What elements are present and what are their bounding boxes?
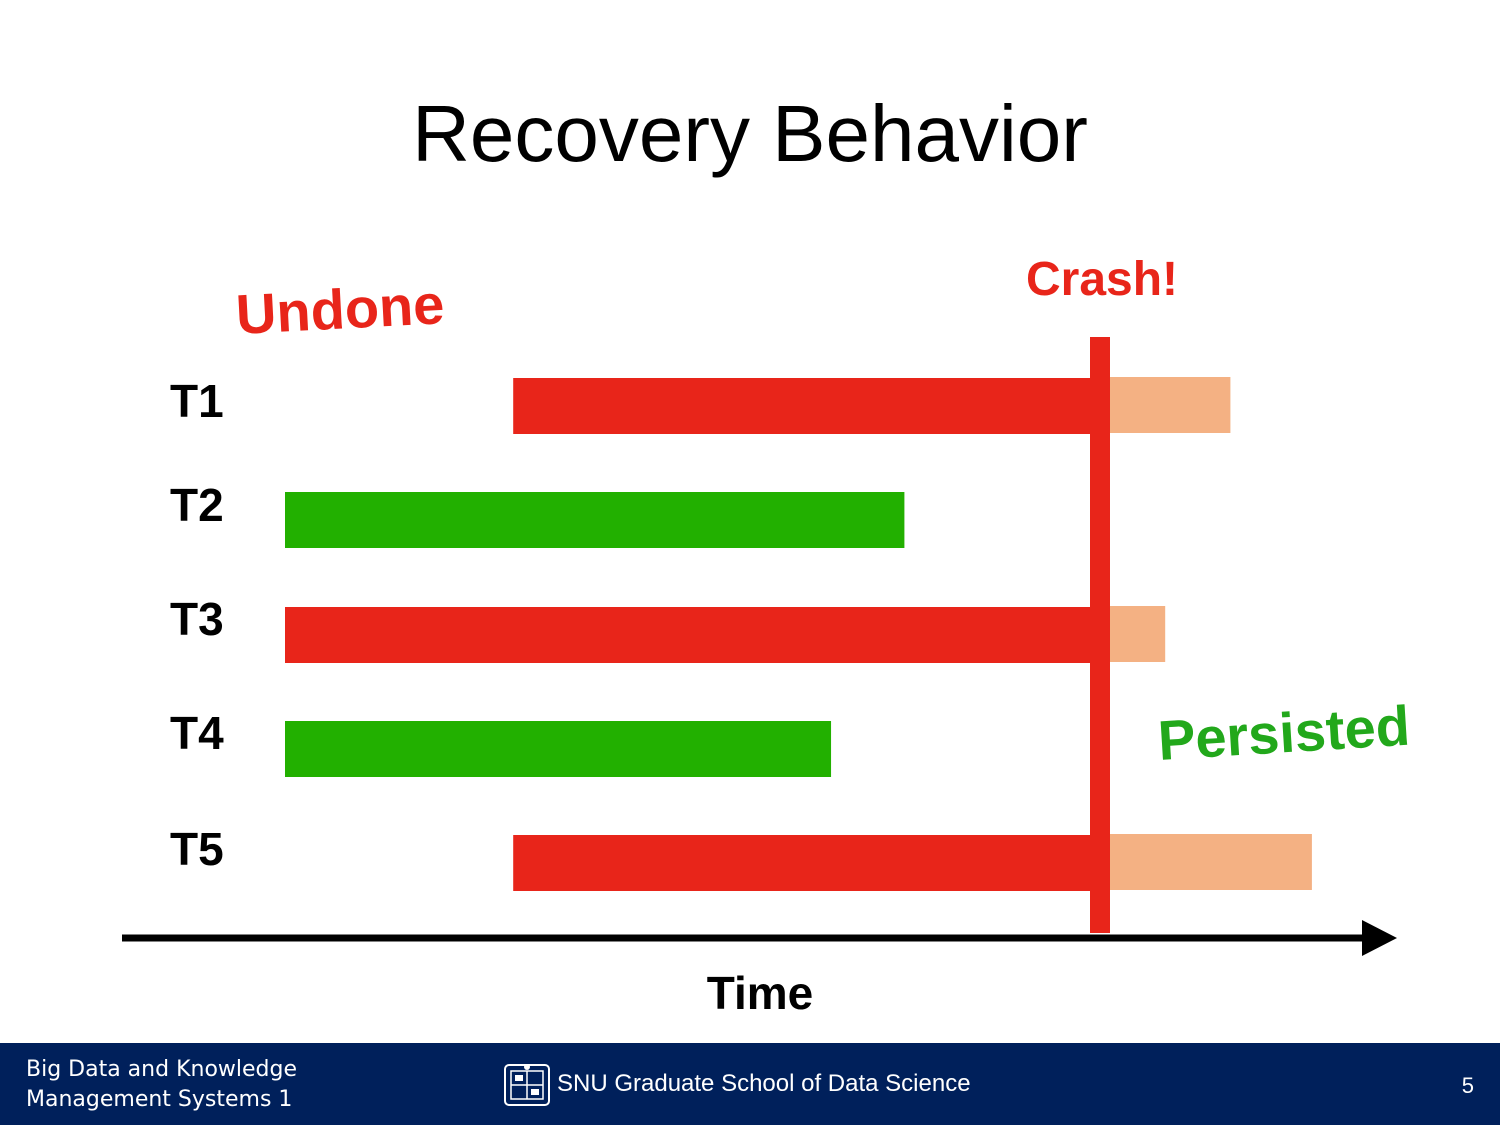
crash-line [1090, 337, 1110, 933]
transaction-tail-t3 [1100, 606, 1166, 662]
time-axis-arrowhead [1362, 920, 1397, 956]
undone-label: Undone [234, 272, 446, 346]
school-name: SNU Graduate School of Data Science [557, 1070, 971, 1097]
snu-emblem-icon [504, 1064, 550, 1106]
transaction-label-t5: T5 [170, 823, 224, 875]
transaction-bars [285, 377, 1312, 891]
crash-label: Crash! [1026, 253, 1179, 306]
transaction-label-t3: T3 [170, 593, 224, 645]
slide-title: Recovery Behavior [412, 89, 1088, 178]
page-number: 5 [1461, 1073, 1474, 1098]
transaction-bar-t4 [285, 721, 832, 777]
transaction-tail-t5 [1100, 834, 1312, 890]
course-name-line1: Big Data and Knowledge [26, 1057, 298, 1082]
transaction-label-t4: T4 [170, 707, 224, 759]
time-axis-label: Time [706, 967, 814, 1019]
course-name: Big Data and Knowledge Management System… [26, 1055, 297, 1115]
transaction-bar-t3 [285, 607, 1100, 663]
transaction-label-t1: T1 [170, 375, 224, 427]
transaction-tail-t1 [1100, 377, 1231, 433]
transaction-bar-t5 [513, 835, 1100, 891]
footer-bar: Big Data and Knowledge Management System… [0, 1043, 1500, 1125]
transaction-bar-t2 [285, 492, 905, 548]
transaction-label-t2: T2 [170, 479, 224, 531]
transaction-bar-t1 [513, 378, 1100, 434]
course-name-line2: Management Systems 1 [26, 1087, 293, 1112]
